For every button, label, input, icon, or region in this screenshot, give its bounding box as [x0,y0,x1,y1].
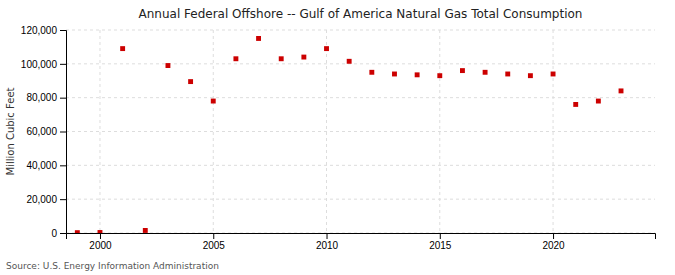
x-tick: 2000 [89,233,112,251]
point [551,72,556,77]
point [392,72,397,77]
y-tick-mark [60,165,66,166]
grid-line-y [66,199,655,200]
point [619,88,624,93]
y-tick-mark [60,30,66,31]
x-tick: 2015 [429,233,452,251]
point [505,72,510,77]
y-tick-mark [60,98,66,99]
y-tick: 60,000 [26,126,66,137]
grid-line-x [99,30,100,233]
y-tick: 100,000 [21,59,66,70]
grid [66,30,655,233]
x-tick-label: 2000 [89,240,112,251]
x-tick-mark [440,233,441,239]
y-tick-mark [60,199,66,200]
y-tick-mark [60,233,66,234]
y-tick: 40,000 [26,160,66,171]
x-tick-mark [553,233,554,239]
point [256,36,261,41]
point [143,228,148,233]
point [573,102,578,107]
point [369,70,374,75]
x-tick-mark [213,233,214,239]
point [233,56,238,61]
source: Source: U.S. Energy Information Administ… [6,261,219,271]
point [347,59,352,64]
y-tick-label: 80,000 [26,92,57,103]
point [98,230,103,233]
point [188,79,193,84]
x-tick-label: 2020 [542,240,565,251]
point [211,99,216,104]
x-axis-line [67,234,656,240]
y-tick-label: 60,000 [26,126,57,137]
points [75,36,624,233]
point [165,63,170,68]
x-tick-label: 2015 [429,240,452,251]
y-tick: 120,000 [21,25,66,36]
x-tick: 2010 [316,233,339,251]
x-tick-label: 2010 [316,240,339,251]
y-tick-mark [60,132,66,133]
y-tick-mark [60,64,66,65]
grid-line-y [66,30,655,31]
y-axis-line [60,31,67,234]
point [596,99,601,104]
x-tick: 2005 [203,233,226,251]
grid-line-x [439,30,440,233]
grid-line-x [553,30,554,233]
y-tick-label: 120,000 [21,25,58,36]
plot: 2000 2005 2010 2015 2020 0 20,000 40,000 60,000 8… [21,25,656,251]
point [483,70,488,75]
chart: 2000 2005 2010 2015 2020 0 20,000 40,000 60,000 8… [0,0,675,275]
x-tick-mark [100,233,101,239]
grid-line-x [213,30,214,233]
y-tick-label: 100,000 [21,59,58,70]
grid-line-x [326,30,327,233]
x-axis: 2000 2005 2010 2015 2020 [67,233,656,251]
grid-line-y [66,165,655,166]
x-tick: 2020 [542,233,565,251]
x-tick-label: 2005 [203,240,226,251]
point [460,68,465,73]
grid-line-y [66,97,655,98]
y-axis-label: Million Cubic Feet [5,87,16,175]
point [415,72,420,77]
y-tick-label: 40,000 [26,160,57,171]
point [279,56,284,61]
y-tick: 80,000 [26,92,66,103]
title: Annual Federal Offshore -- Gulf of Ameri… [139,7,583,21]
point [437,73,442,78]
point [324,46,329,51]
point [528,73,533,78]
y-tick-label: 20,000 [26,194,57,205]
point [75,230,80,233]
y-axis: 0 20,000 40,000 60,000 80,000 100,000 120,000 [21,25,67,239]
point [301,55,306,60]
grid-line-y [66,131,655,132]
point [120,46,125,51]
x-tick-mark [327,233,328,239]
y-tick-label: 0 [51,228,57,239]
y-tick: 20,000 [26,194,66,205]
y-tick: 0 [51,228,66,239]
grid-line-y [66,63,655,64]
